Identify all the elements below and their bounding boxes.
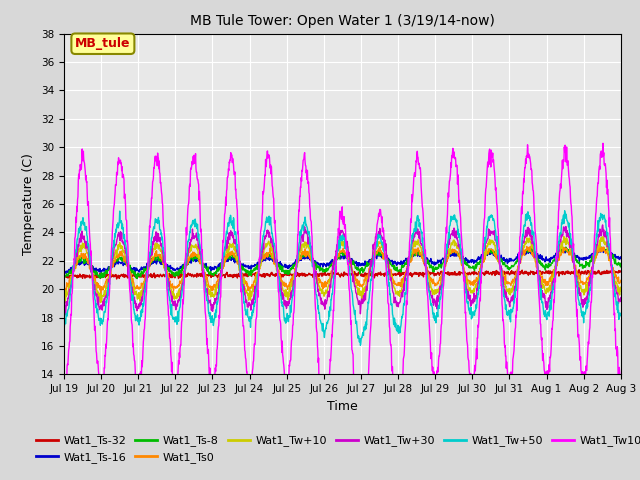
Wat1_Ts-8: [133, 276, 141, 281]
Wat1_Tw+50: [551, 272, 559, 277]
Wat1_Tw100: [358, 455, 365, 461]
Wat1_Ts-32: [171, 275, 179, 280]
Wat1_Ts-16: [171, 267, 179, 273]
Wat1_Ts-8: [562, 244, 570, 250]
Wat1_Tw+10: [599, 234, 607, 240]
Wat1_Tw+50: [246, 314, 254, 320]
Wat1_Tw100: [599, 141, 607, 146]
Wat1_Ts-8: [246, 270, 254, 276]
Wat1_Ts0: [184, 259, 192, 264]
Wat1_Tw+30: [61, 312, 69, 318]
Wat1_Tw+30: [599, 222, 607, 228]
Wat1_Tw100: [617, 379, 625, 385]
Wat1_Ts-32: [575, 267, 583, 273]
Wat1_Tw+10: [184, 254, 192, 260]
Wat1_Tw+10: [617, 288, 625, 294]
Wat1_Tw+10: [502, 283, 509, 289]
Line: Wat1_Ts0: Wat1_Ts0: [64, 245, 621, 294]
Wat1_Ts0: [617, 277, 625, 283]
Title: MB Tule Tower: Open Water 1 (3/19/14-now): MB Tule Tower: Open Water 1 (3/19/14-now…: [190, 14, 495, 28]
Wat1_Tw+50: [561, 208, 568, 214]
Wat1_Ts0: [551, 264, 559, 270]
Y-axis label: Temperature (C): Temperature (C): [22, 153, 35, 255]
Wat1_Ts-8: [171, 273, 179, 279]
Wat1_Ts-32: [551, 270, 559, 276]
Wat1_Ts-16: [551, 253, 559, 259]
Wat1_Tw100: [246, 376, 254, 382]
Wat1_Tw+30: [429, 298, 437, 303]
Wat1_Tw+10: [60, 296, 68, 301]
Line: Wat1_Tw+50: Wat1_Tw+50: [64, 211, 621, 345]
Wat1_Ts0: [246, 286, 254, 291]
Line: Wat1_Tw+10: Wat1_Tw+10: [64, 237, 621, 302]
Wat1_Ts-32: [60, 273, 68, 279]
Wat1_Ts-32: [429, 270, 437, 276]
Wat1_Tw+10: [97, 300, 104, 305]
Wat1_Tw+50: [356, 342, 364, 348]
Wat1_Tw100: [184, 207, 191, 213]
Wat1_Tw+30: [60, 299, 68, 304]
Wat1_Ts-8: [429, 264, 437, 270]
Wat1_Tw+30: [502, 289, 509, 295]
Wat1_Tw+10: [246, 297, 254, 303]
Wat1_Ts0: [595, 242, 603, 248]
Wat1_Ts-8: [184, 259, 192, 264]
Wat1_Ts-32: [502, 270, 509, 276]
Line: Wat1_Ts-8: Wat1_Ts-8: [64, 247, 621, 278]
Wat1_Ts-16: [60, 270, 68, 276]
Wat1_Ts-32: [617, 268, 625, 274]
Wat1_Tw+50: [170, 316, 178, 322]
Wat1_Tw+30: [171, 301, 179, 307]
Wat1_Ts-32: [164, 277, 172, 283]
Line: Wat1_Tw+30: Wat1_Tw+30: [64, 225, 621, 315]
Wat1_Tw+30: [551, 269, 559, 275]
Line: Wat1_Ts-16: Wat1_Ts-16: [64, 248, 621, 274]
Wat1_Tw+50: [429, 311, 437, 316]
Wat1_Ts0: [502, 277, 509, 283]
Wat1_Ts0: [429, 276, 437, 282]
Wat1_Tw+10: [551, 263, 559, 269]
Wat1_Tw100: [170, 380, 178, 386]
Wat1_Ts-16: [61, 271, 68, 276]
Wat1_Ts0: [60, 285, 68, 291]
Wat1_Ts-8: [551, 255, 559, 261]
Wat1_Tw+50: [60, 326, 68, 332]
Wat1_Tw+10: [429, 288, 437, 294]
Text: MB_tule: MB_tule: [75, 37, 131, 50]
Wat1_Tw+30: [246, 301, 254, 307]
Wat1_Tw+30: [184, 250, 192, 255]
Wat1_Ts-8: [60, 274, 68, 279]
X-axis label: Time: Time: [327, 400, 358, 413]
Wat1_Tw+10: [171, 296, 179, 302]
Wat1_Ts-16: [246, 264, 254, 270]
Wat1_Tw100: [502, 353, 509, 359]
Wat1_Tw100: [551, 276, 559, 281]
Wat1_Ts-16: [617, 254, 625, 260]
Wat1_Tw+50: [184, 239, 191, 244]
Wat1_Ts-16: [429, 260, 437, 265]
Wat1_Tw+50: [502, 302, 509, 308]
Line: Wat1_Tw100: Wat1_Tw100: [64, 144, 621, 458]
Wat1_Tw+30: [617, 295, 625, 300]
Wat1_Ts0: [171, 284, 179, 289]
Wat1_Ts-16: [184, 261, 192, 267]
Wat1_Ts-16: [599, 245, 607, 251]
Wat1_Ts-8: [502, 264, 509, 269]
Wat1_Ts-16: [502, 257, 509, 263]
Legend: Wat1_Ts-32, Wat1_Ts-16, Wat1_Ts-8, Wat1_Ts0, Wat1_Tw+10, Wat1_Tw+30, Wat1_Tw+50,: Wat1_Ts-32, Wat1_Ts-16, Wat1_Ts-8, Wat1_…: [31, 431, 640, 468]
Wat1_Tw+50: [617, 313, 625, 319]
Wat1_Ts-32: [184, 270, 192, 276]
Wat1_Ts-8: [617, 264, 625, 269]
Wat1_Tw100: [60, 376, 68, 382]
Wat1_Tw100: [429, 371, 437, 377]
Wat1_Ts-32: [246, 272, 254, 277]
Line: Wat1_Ts-32: Wat1_Ts-32: [64, 270, 621, 280]
Wat1_Ts0: [97, 291, 104, 297]
